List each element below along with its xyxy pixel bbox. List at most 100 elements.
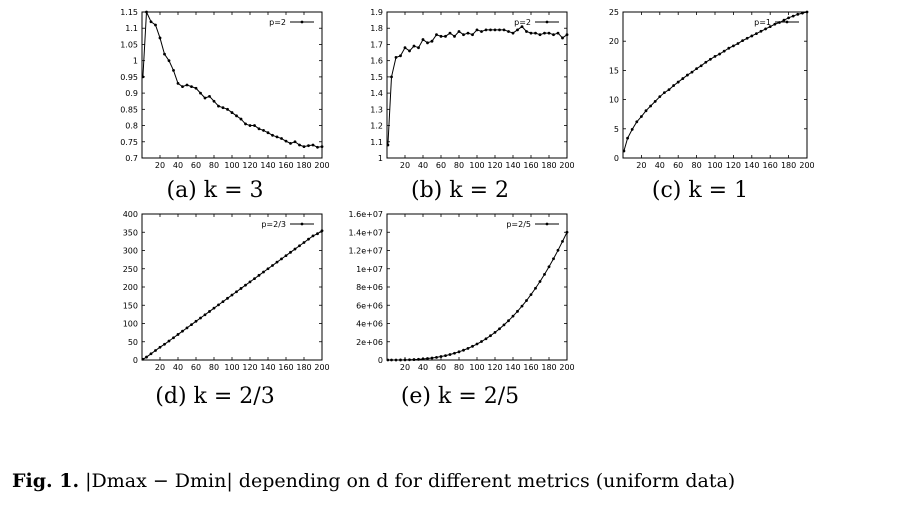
data-point	[253, 277, 256, 281]
x-tick-label: 80	[454, 161, 464, 170]
data-point	[630, 127, 634, 131]
chart-b-plot: 20 40 60 80 100 120 140 160 180 200 1 1.1 1.2 1.3 1.4 1…	[370, 8, 574, 170]
data-point	[253, 124, 256, 127]
x-tick-label: 60	[191, 363, 201, 372]
y-tick-label: 15	[609, 66, 619, 75]
data-point	[266, 267, 270, 271]
y-tick-label: 0.75	[120, 138, 138, 147]
data-point	[181, 85, 184, 89]
data-point	[759, 29, 763, 33]
chart-panel-c: 20 40 60 80 100 120 140 160 180 200 0 5 10 15 20 25 p=1 …	[585, 6, 815, 206]
data-point	[543, 272, 546, 276]
data-point	[448, 353, 452, 356]
data-point	[141, 357, 145, 361]
y-tick-label: 1.9	[370, 8, 383, 17]
plot-frame	[141, 11, 323, 159]
data-point	[681, 77, 685, 80]
data-point	[538, 280, 542, 283]
data-point	[289, 142, 292, 145]
x-tick-label: 100	[224, 363, 239, 372]
data-point	[394, 56, 398, 59]
data-point	[280, 137, 283, 140]
data-point	[320, 145, 324, 149]
data-point	[552, 257, 555, 261]
data-point	[750, 34, 754, 38]
data-point	[635, 120, 639, 124]
y-tick-label: 150	[123, 301, 138, 310]
data-point	[480, 340, 483, 343]
data-point	[190, 323, 193, 326]
data-point	[561, 36, 564, 40]
data-point	[489, 28, 492, 32]
data-point	[444, 34, 447, 38]
data-point	[534, 31, 537, 35]
data-point	[764, 27, 767, 31]
plot-frame	[386, 213, 568, 361]
y-tick-label: 0	[378, 356, 383, 365]
data-point	[529, 31, 533, 35]
x-tick-label: 120	[242, 161, 257, 170]
y-tick-label: 0.95	[120, 73, 138, 82]
data-point	[699, 64, 703, 68]
data-point	[640, 115, 643, 118]
data-point	[149, 20, 153, 24]
x-tick-label: 160	[763, 161, 778, 170]
data-point	[244, 283, 247, 287]
data-point	[230, 293, 234, 297]
x-tick-label: 160	[523, 363, 538, 372]
data-point	[244, 122, 247, 126]
chart-b-caption: (b) k = 2	[411, 178, 509, 203]
x-tick-label: 120	[726, 161, 741, 170]
data-point	[498, 28, 501, 32]
data-point	[516, 28, 519, 32]
x-tick-label: 100	[224, 161, 239, 170]
x-tick-label: 20	[155, 161, 165, 170]
data-point	[284, 139, 288, 143]
data-point	[154, 349, 157, 352]
data-point	[755, 32, 758, 36]
data-point	[475, 28, 479, 32]
data-point	[417, 46, 420, 50]
data-point	[235, 114, 238, 118]
data-point	[145, 355, 148, 359]
data-point	[208, 310, 211, 313]
x-tick-label: 80	[692, 161, 702, 170]
data-point	[453, 34, 456, 38]
data-point	[426, 41, 429, 45]
chart-c-caption: (c) k = 1	[651, 178, 749, 203]
data-point	[732, 44, 735, 48]
data-point	[275, 135, 279, 139]
y-tick-label: 1e+07	[356, 265, 383, 274]
data-point	[741, 39, 744, 43]
x-tick-label: 80	[209, 161, 219, 170]
x-tick-label: 200	[559, 161, 574, 170]
data-point	[547, 265, 551, 269]
data-point	[525, 30, 528, 33]
chart-c-plot: 20 40 60 80 100 120 140 160 180 200 0 5 10 15 20 25 p=1	[609, 8, 815, 170]
x-tick-label: 140	[505, 363, 520, 372]
y-tick-label: 100	[123, 320, 138, 329]
data-point	[439, 34, 443, 38]
data-point	[787, 16, 790, 20]
data-point	[471, 344, 474, 348]
data-point	[163, 52, 166, 56]
data-point	[626, 136, 629, 140]
data-point	[805, 10, 809, 14]
data-point	[275, 260, 279, 264]
x-tick-label: 80	[454, 363, 464, 372]
data-point	[421, 38, 425, 41]
data-point	[262, 270, 265, 274]
data-point	[217, 303, 220, 307]
legend-label: p=2/5	[506, 220, 531, 229]
data-point	[194, 319, 198, 323]
chart-d-plot: 20 40 60 80 100 120 140 160 180 20005010015020025…	[123, 210, 330, 372]
data-point	[230, 111, 234, 114]
data-point	[302, 145, 306, 149]
data-point	[538, 33, 542, 37]
x-tick-label: 200	[314, 363, 329, 372]
data-point	[158, 36, 162, 40]
x-tick-label: 40	[173, 161, 183, 170]
data-point	[457, 350, 461, 354]
data-point	[280, 257, 283, 261]
y-tick-label: 200	[123, 283, 138, 292]
